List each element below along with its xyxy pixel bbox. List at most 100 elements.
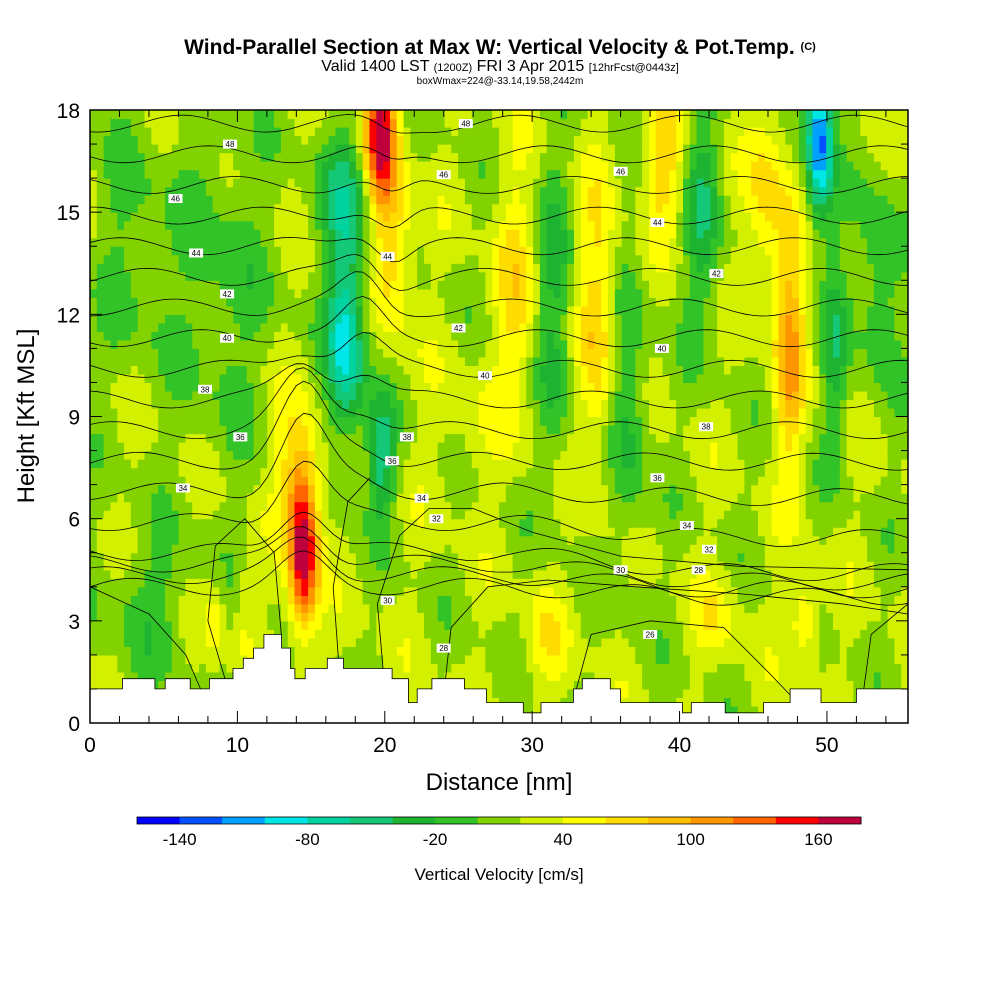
- velocity-cell: [274, 518, 282, 528]
- velocity-cell: [417, 663, 425, 673]
- velocity-cell: [130, 552, 139, 562]
- velocity-cell: [274, 493, 282, 503]
- velocity-cell: [294, 254, 302, 264]
- velocity-cell: [253, 339, 262, 349]
- velocity-cell: [274, 280, 282, 290]
- velocity-cell: [301, 373, 309, 384]
- velocity-cell: [546, 161, 555, 171]
- velocity-cell: [362, 510, 371, 520]
- velocity-cell: [355, 637, 364, 647]
- velocity-cell: [321, 620, 330, 630]
- velocity-cell: [376, 467, 384, 477]
- velocity-cell: [546, 569, 555, 579]
- velocity-cell: [212, 561, 221, 571]
- velocity-cell: [335, 356, 343, 367]
- velocity-cell: [280, 569, 289, 579]
- velocity-cell: [424, 527, 432, 537]
- velocity-cell: [246, 476, 255, 486]
- velocity-cell: [458, 561, 466, 571]
- velocity-cell: [321, 339, 330, 349]
- velocity-cell: [205, 671, 214, 682]
- velocity-cell: [280, 263, 289, 273]
- velocity-cell: [226, 586, 234, 596]
- velocity-cell: [151, 229, 159, 239]
- velocity-cell: [533, 663, 541, 673]
- velocity-cell: [280, 135, 289, 145]
- velocity-cell: [321, 246, 330, 256]
- velocity-cell: [321, 178, 330, 188]
- velocity-cell: [560, 603, 568, 613]
- velocity-cell: [376, 186, 384, 196]
- velocity-cell: [464, 552, 473, 562]
- velocity-cell: [171, 595, 180, 605]
- velocity-cell: [533, 476, 541, 486]
- velocity-cell: [151, 169, 159, 179]
- velocity-cell: [437, 620, 446, 630]
- velocity-cell: [158, 484, 166, 494]
- velocity-cell: [478, 552, 486, 562]
- velocity-cell: [410, 493, 418, 503]
- velocity-cell: [478, 365, 486, 375]
- velocity-cell: [533, 442, 541, 452]
- velocity-cell: [239, 407, 248, 418]
- velocity-cell: [144, 339, 152, 349]
- velocity-cell: [369, 484, 377, 494]
- velocity-cell: [321, 535, 330, 545]
- velocity-cell: [110, 212, 118, 222]
- velocity-cell: [110, 442, 118, 452]
- velocity-cell: [526, 697, 534, 707]
- velocity-cell: [355, 314, 364, 324]
- velocity-cell: [451, 442, 459, 452]
- velocity-cell: [239, 203, 248, 213]
- velocity-cell: [376, 578, 384, 588]
- velocity-cell: [192, 263, 200, 273]
- velocity-cell: [499, 612, 507, 622]
- velocity-cell: [396, 203, 405, 213]
- velocity-cell: [492, 527, 500, 537]
- velocity-cell: [260, 544, 268, 554]
- velocity-cell: [137, 127, 146, 137]
- velocity-cell: [403, 246, 411, 256]
- velocity-cell: [499, 220, 507, 230]
- velocity-cell: [301, 390, 309, 401]
- velocity-cell: [430, 297, 439, 307]
- velocity-cell: [171, 254, 180, 264]
- velocity-cell: [471, 459, 480, 469]
- velocity-cell: [192, 322, 200, 332]
- velocity-cell: [526, 416, 534, 426]
- velocity-cell: [308, 407, 316, 418]
- velocity-cell: [485, 569, 493, 579]
- velocity-cell: [246, 620, 255, 630]
- velocity-cell: [90, 663, 98, 673]
- velocity-cell: [192, 637, 200, 647]
- velocity-cell: [130, 459, 139, 469]
- velocity-cell: [260, 212, 268, 222]
- velocity-cell: [410, 484, 418, 494]
- velocity-cell: [437, 220, 446, 230]
- velocity-cell: [199, 271, 207, 281]
- velocity-cell: [458, 263, 466, 273]
- velocity-cell: [130, 220, 139, 230]
- velocity-cell: [226, 442, 234, 452]
- velocity-cell: [137, 476, 146, 486]
- velocity-cell: [294, 637, 302, 647]
- velocity-cell: [144, 467, 152, 477]
- velocity-cell: [376, 271, 384, 281]
- velocity-cell: [239, 186, 248, 196]
- velocity-cell: [526, 620, 534, 630]
- velocity-cell: [151, 586, 159, 596]
- velocity-cell: [199, 493, 207, 503]
- velocity-cell: [171, 135, 180, 145]
- velocity-cell: [458, 356, 466, 367]
- velocity-cell: [410, 671, 418, 682]
- velocity-cell: [383, 229, 391, 239]
- velocity-cell: [144, 637, 152, 647]
- velocity-cell: [362, 467, 371, 477]
- velocity-cell: [410, 518, 418, 528]
- velocity-cell: [383, 603, 391, 613]
- velocity-cell: [478, 654, 486, 664]
- velocity-cell: [349, 578, 357, 588]
- velocity-cell: [280, 578, 289, 588]
- velocity-cell: [410, 186, 418, 196]
- velocity-cell: [355, 433, 364, 443]
